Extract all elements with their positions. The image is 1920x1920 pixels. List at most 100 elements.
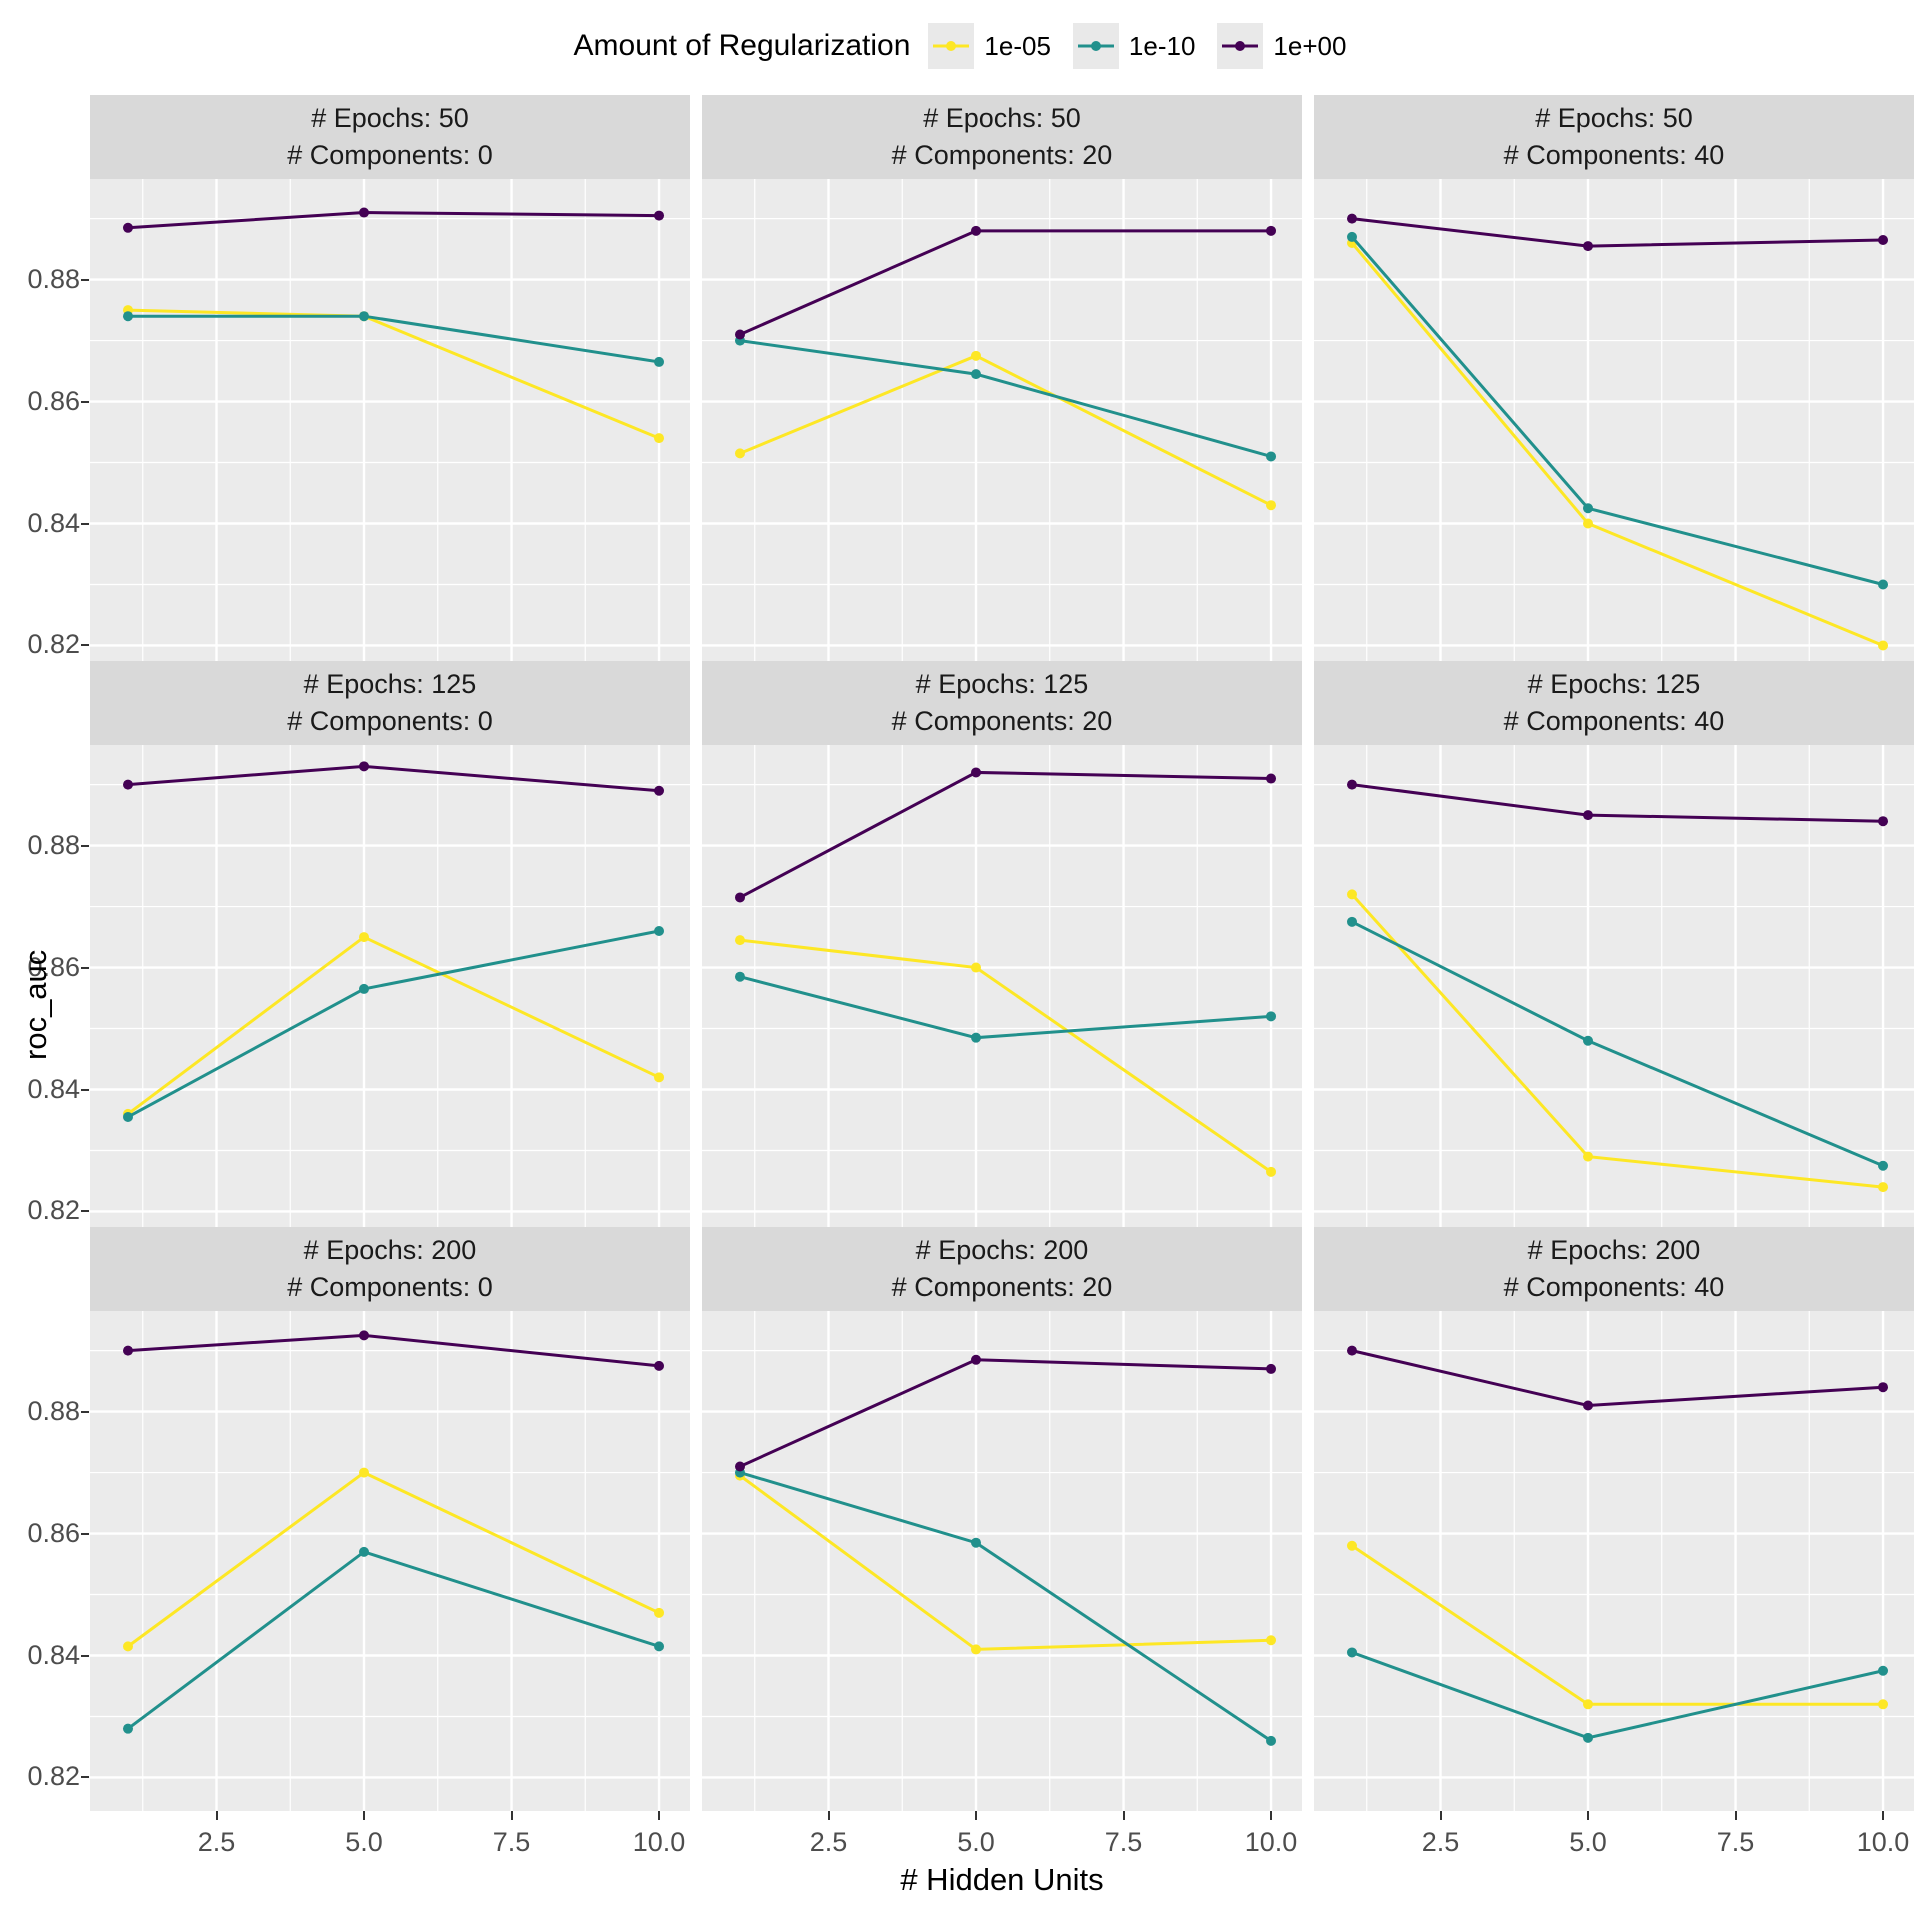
data-point-1e+00 xyxy=(1583,810,1594,821)
data-point-1e-05 xyxy=(654,1072,665,1083)
facet-panel xyxy=(702,745,1302,1245)
data-point-1e-05 xyxy=(1878,1699,1889,1710)
x-tick-mark xyxy=(215,1811,218,1820)
facet-strip: # Epochs: 50 # Components: 0 xyxy=(90,95,690,179)
y-tick-mark xyxy=(81,1532,89,1535)
facet-strip: # Epochs: 200 # Components: 0 xyxy=(90,1227,690,1311)
data-point-1e+00 xyxy=(971,767,982,778)
data-point-1e+00 xyxy=(359,207,370,218)
data-point-1e+00 xyxy=(1346,779,1357,790)
x-tick-mark xyxy=(827,1811,830,1820)
y-tick-label: 0.88 xyxy=(27,829,80,860)
x-tick-mark xyxy=(1122,1811,1125,1820)
facet-strip-components-label: # Components: 0 xyxy=(287,140,493,170)
facet-strip: # Epochs: 200 # Components: 20 xyxy=(702,1227,1302,1311)
y-tick-mark xyxy=(81,1654,89,1657)
data-point-1e+00 xyxy=(1878,234,1889,245)
legend-item-1e-10: 1e-10 xyxy=(1072,23,1196,69)
legend-label: 1e-10 xyxy=(1128,30,1196,61)
data-point-1e-10 xyxy=(1346,916,1357,927)
data-point-1e-05 xyxy=(734,935,745,946)
data-point-1e-10 xyxy=(654,356,665,367)
x-tick-mark xyxy=(363,1811,365,1820)
x-tick-label: 2.5 xyxy=(809,1827,848,1857)
x-tick-label: 7.5 xyxy=(1716,1827,1755,1857)
x-tick-label: 5.0 xyxy=(1569,1827,1607,1857)
legend-items: 1e-05 1e-10 1e+00 xyxy=(928,23,1346,69)
y-axis-title: roc_auc xyxy=(18,949,53,1060)
data-point-1e+00 xyxy=(1878,1382,1889,1393)
data-point-1e+00 xyxy=(1266,225,1277,236)
data-point-1e-10 xyxy=(1878,579,1889,590)
panel-background xyxy=(1314,179,1914,679)
y-tick-label: 0.86 xyxy=(27,951,80,982)
data-point-1e-05 xyxy=(1878,1182,1889,1193)
x-tick-label: 2.5 xyxy=(1421,1827,1460,1857)
data-point-1e-10 xyxy=(971,1032,982,1043)
legend-label: 1e-05 xyxy=(984,30,1051,61)
legend-point xyxy=(1090,41,1101,51)
data-point-1e-05 xyxy=(1583,1699,1594,1710)
x-axis-title: # Hidden Units xyxy=(900,1862,1104,1897)
data-point-1e+00 xyxy=(654,1360,665,1371)
data-point-1e-10 xyxy=(971,369,982,380)
data-point-1e-05 xyxy=(1346,1540,1357,1551)
legend-key-icon xyxy=(1072,23,1119,69)
panel-background xyxy=(702,745,1302,1245)
facet-strip-epochs-label: # Epochs: 125 xyxy=(303,669,477,699)
data-point-1e-10 xyxy=(654,1641,665,1652)
x-tick-label: 5.0 xyxy=(345,1827,383,1857)
y-tick-label: 0.84 xyxy=(27,1073,80,1104)
y-tick-label: 0.82 xyxy=(27,1195,80,1226)
y-tick-mark xyxy=(81,278,89,281)
y-tick-label: 0.86 xyxy=(27,385,80,416)
facet-panel xyxy=(702,1311,1302,1811)
data-point-1e+00 xyxy=(971,225,982,236)
data-point-1e-10 xyxy=(359,983,370,994)
facet-panel xyxy=(1314,745,1914,1245)
legend: Amount of Regularization 1e-05 1e-10 1e+00 xyxy=(0,14,1920,78)
facet-strip-components-label: # Components: 20 xyxy=(891,140,1113,170)
data-point-1e-05 xyxy=(971,1644,982,1655)
data-point-1e-10 xyxy=(971,1537,982,1548)
facet-strip-epochs-label: # Epochs: 125 xyxy=(915,669,1089,699)
x-tick-label: 10.0 xyxy=(632,1827,686,1857)
data-point-1e-05 xyxy=(122,1641,133,1652)
data-point-1e-10 xyxy=(1583,503,1594,514)
data-point-1e-05 xyxy=(1266,1166,1277,1177)
facet-strip: # Epochs: 50 # Components: 20 xyxy=(702,95,1302,179)
data-point-1e+00 xyxy=(122,779,133,790)
facet-panel xyxy=(702,179,1302,679)
facet-strip-epochs-label: # Epochs: 50 xyxy=(1535,103,1693,133)
data-point-1e-10 xyxy=(1346,231,1357,242)
data-point-1e-05 xyxy=(654,1607,665,1618)
panel-background xyxy=(702,179,1302,679)
legend-key-icon xyxy=(1217,23,1264,69)
legend-point xyxy=(1235,41,1246,51)
y-tick-mark xyxy=(81,1410,89,1413)
facet-strip-epochs-label: # Epochs: 200 xyxy=(1527,1235,1701,1265)
data-point-1e+00 xyxy=(359,761,370,772)
x-tick-mark xyxy=(1439,1811,1442,1820)
y-tick-label: 0.84 xyxy=(27,507,80,538)
facet-panel xyxy=(1314,179,1914,679)
facet-strip-components-label: # Components: 20 xyxy=(891,1272,1113,1302)
x-tick-mark xyxy=(1734,1811,1737,1820)
data-point-1e-05 xyxy=(1266,1635,1277,1646)
data-point-1e+00 xyxy=(1266,1363,1277,1374)
x-tick-mark xyxy=(1587,1811,1589,1820)
facet-panel xyxy=(1314,1311,1914,1811)
data-point-1e+00 xyxy=(1266,773,1277,784)
data-point-1e+00 xyxy=(734,1461,745,1472)
data-point-1e-10 xyxy=(1878,1160,1889,1171)
data-point-1e-05 xyxy=(654,433,665,444)
data-point-1e-05 xyxy=(971,962,982,973)
y-tick-mark xyxy=(81,644,89,647)
data-point-1e-10 xyxy=(122,1111,133,1122)
y-tick-mark xyxy=(81,1210,89,1213)
data-point-1e-10 xyxy=(1266,451,1277,462)
data-point-1e-05 xyxy=(971,350,982,361)
x-tick-mark xyxy=(658,1811,661,1820)
y-tick-label: 0.84 xyxy=(27,1639,80,1670)
data-point-1e-10 xyxy=(1583,1732,1594,1743)
